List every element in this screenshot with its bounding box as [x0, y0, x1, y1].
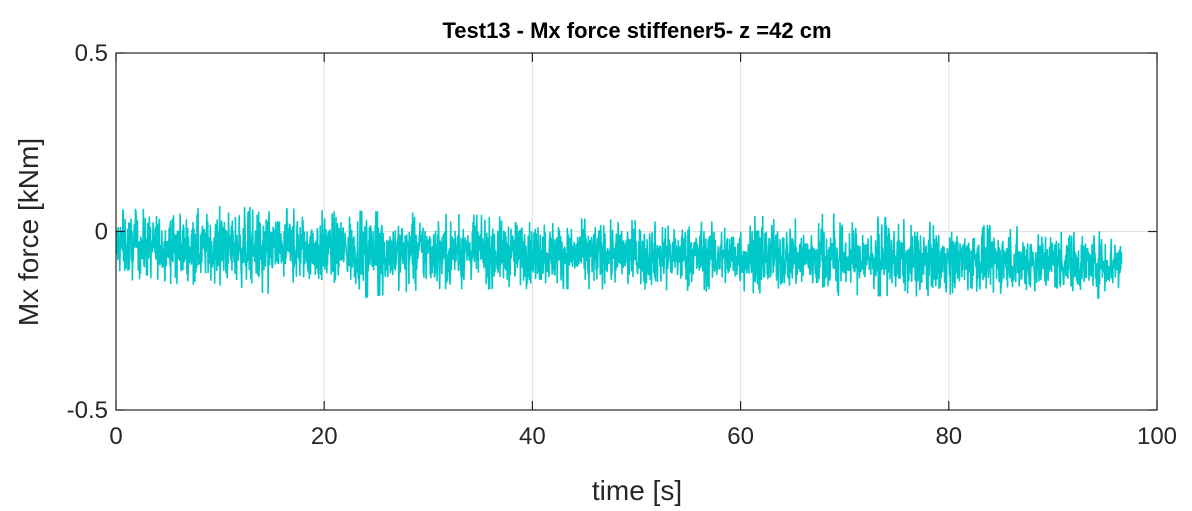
y-tick-label-1: 0	[95, 219, 108, 246]
y-tick-label-0: -0.5	[67, 397, 108, 424]
axis-ticks	[115, 52, 1158, 411]
x-tick-label-0: 0	[109, 423, 122, 450]
y-axis-label: Mx force [kNm]	[13, 138, 44, 326]
y-tick-label-2: 0.5	[75, 40, 108, 67]
chart-title: Test13 - Mx force stiffener5- z =42 cm	[442, 18, 831, 43]
x-tick-label-1: 20	[311, 423, 338, 450]
x-axis-label: time [s]	[592, 475, 682, 506]
series-line-0	[115, 205, 1123, 300]
x-tick-label-4: 80	[935, 423, 962, 450]
x-tick-label-2: 40	[519, 423, 546, 450]
x-tick-label-3: 60	[727, 423, 754, 450]
data-series	[115, 205, 1123, 300]
grid	[115, 52, 1158, 411]
tick-labels: 0 20 40 60 80 100-0.500.5	[67, 40, 1177, 450]
x-tick-label-5: 100	[1137, 423, 1177, 450]
